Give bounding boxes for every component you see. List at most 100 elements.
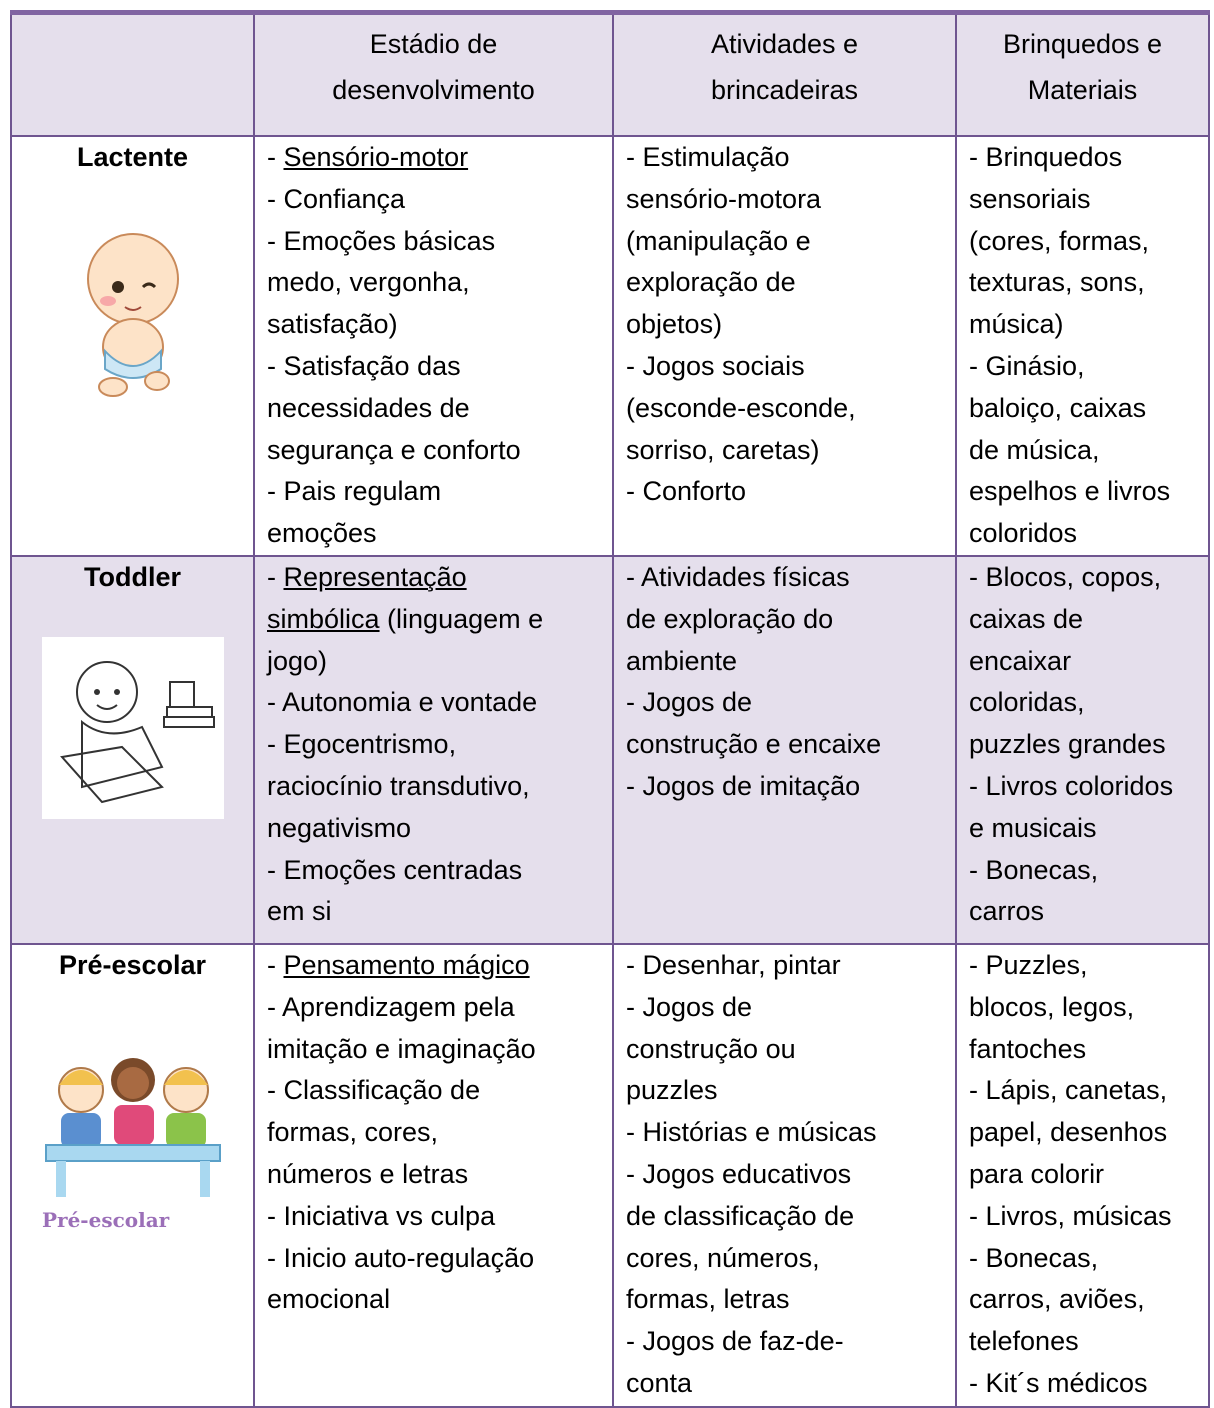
text-line: negativismo — [267, 812, 412, 843]
text-line: - Jogos de — [626, 991, 753, 1022]
header-cell — [10, 10, 255, 137]
text-line: coloridas, — [969, 687, 1085, 718]
text-line: sorriso, caretas) — [626, 434, 820, 465]
row: Lactente - Sensório-motor - Confiança - Em… — [10, 135, 1210, 557]
activities-cell: - Estimulação sensório-motora (manipulação… — [612, 135, 957, 557]
text-line: caixas de — [969, 603, 1084, 634]
row: Pré-escolar Pré-escolar - Pensamento mág… — [10, 943, 1210, 1408]
text-line: - Pais regulam — [267, 476, 442, 507]
text-line: cores, números, — [626, 1242, 820, 1273]
text-line: - Satisfação das — [267, 350, 461, 381]
text-line: - Kit´s médicos — [969, 1367, 1148, 1398]
text-line: e musicais — [969, 812, 1097, 843]
text-line: emoções — [267, 518, 377, 549]
text-line: construção e encaixe — [626, 729, 882, 760]
text-line: Estádio de — [369, 29, 498, 59]
text-line: carros — [969, 896, 1045, 927]
text-line: satisfação) — [267, 309, 398, 340]
text-line: coloridos — [969, 518, 1078, 549]
text-line: para colorir — [969, 1158, 1105, 1189]
text-line: - Inicio auto-regulação — [267, 1242, 535, 1273]
text-line: - Atividades físicas — [626, 562, 850, 592]
stage-name: Toddler — [84, 562, 181, 592]
header-cell: Estádio de desenvolvimento — [253, 10, 614, 137]
text-line: números e letras — [267, 1158, 469, 1189]
text-line: - Aprendizagem pela — [267, 991, 515, 1022]
stage-cell: Toddler — [10, 555, 255, 945]
line-lead: - — [267, 142, 284, 172]
text-line: raciocínio transdutivo, — [267, 770, 530, 801]
text-line: - Jogos educativos — [626, 1158, 852, 1189]
text-line: necessidades de — [267, 392, 470, 423]
text-line: - Livros coloridos — [969, 770, 1174, 801]
text-line: exploração de — [626, 267, 796, 298]
preschool-illustration: Pré-escolar — [42, 1057, 221, 1232]
header-row: Estádio de desenvolvimento Atividades e br… — [10, 10, 1210, 137]
text-line: telefones — [969, 1326, 1079, 1357]
development-cell: - Sensório-motor - Confiança - Emoções bás… — [253, 135, 614, 557]
baby-illustration — [86, 232, 179, 397]
text-line: - Blocos, copos, — [969, 562, 1162, 592]
text-line: - Livros, músicas — [969, 1200, 1172, 1231]
text-line: (manipulação e — [626, 225, 811, 256]
text-line: - Estimulação — [626, 142, 790, 172]
text-line: papel, desenhos — [969, 1117, 1168, 1148]
text-line: formas, cores, — [267, 1117, 439, 1148]
underlined-term: Sensório-motor — [283, 142, 469, 172]
text-line: construção ou — [626, 1033, 796, 1064]
text-line: - Pensamento mágico — [267, 946, 611, 987]
text-line: - Egocentrismo, — [267, 729, 457, 760]
text-line: - Ginásio, — [969, 350, 1085, 381]
toys-cell: - Brinquedos sensoriais (cores, formas, tex… — [955, 135, 1210, 557]
text-line: música) — [969, 309, 1064, 340]
stage-name: Lactente — [76, 142, 189, 172]
text-line: baloiço, caixas — [969, 392, 1147, 423]
text-line: carros, aviões, — [969, 1284, 1145, 1315]
text-line: de música, — [969, 434, 1100, 465]
text-line: Brinquedos e — [1002, 29, 1163, 59]
underlined-term: Representação — [283, 562, 467, 592]
text-line: puzzles — [626, 1075, 718, 1106]
toddler-illustration — [41, 636, 224, 819]
text-line: desenvolvimento — [332, 75, 535, 105]
row: Toddler - Representação simbólica (lingua… — [10, 555, 1210, 945]
underlined-term: simbólica — [267, 603, 380, 634]
text-line: objetos) — [626, 309, 723, 340]
line-lead: - — [267, 562, 284, 592]
stage-table: Estádio de desenvolvimento Atividades e br… — [10, 10, 1210, 1408]
text-line: conta — [626, 1367, 693, 1398]
text-line: - Emoções centradas — [267, 854, 523, 885]
text-line: - Bonecas, — [969, 1242, 1099, 1273]
text-line: segurança e conforto — [267, 434, 521, 465]
toys-cell: - Puzzles, blocos, legos, fantoches - Lápis… — [955, 943, 1210, 1408]
header-cell: Brinquedos e Materiais — [955, 10, 1210, 137]
stage-cell: Pré-escolar Pré-escolar — [10, 943, 255, 1408]
text-line: medo, vergonha, — [267, 267, 470, 298]
text-line: imitação e imaginação — [267, 1033, 536, 1064]
text-line: (cores, formas, — [969, 225, 1150, 256]
text-line: fantoches — [969, 1033, 1087, 1064]
text-line: - Autonomia e vontade — [267, 687, 538, 718]
text-line: jogo) — [267, 645, 328, 676]
text-line: - Jogos de faz-de- — [626, 1326, 844, 1357]
toys-cell: - Blocos, copos, caixas de encaixar colorid… — [955, 555, 1210, 945]
text-line: - Iniciativa vs culpa — [267, 1200, 496, 1231]
text-line: - Jogos sociais — [626, 350, 805, 381]
text-line: espelhos e livros — [969, 476, 1171, 507]
text-line: formas, letras — [626, 1284, 790, 1315]
text-line: sensoriais — [969, 183, 1091, 214]
text-line: simbólica (linguagem e — [267, 599, 611, 641]
text-line: blocos, legos, — [969, 991, 1135, 1022]
text-line: - Confiança — [267, 183, 406, 214]
text-line: puzzles grandes — [969, 729, 1166, 760]
stage-cell: Lactente — [10, 135, 255, 557]
image-caption: Pré-escolar — [42, 1208, 170, 1232]
text-line: - Emoções básicas — [267, 225, 496, 256]
development-cell: - Representação simbólica (linguagem e jog… — [253, 555, 614, 945]
text-line: - Brinquedos — [969, 142, 1123, 172]
line-tail: (linguagem e — [379, 603, 544, 634]
text-line: - Sensório-motor — [267, 138, 611, 179]
text-line: encaixar — [969, 645, 1072, 676]
